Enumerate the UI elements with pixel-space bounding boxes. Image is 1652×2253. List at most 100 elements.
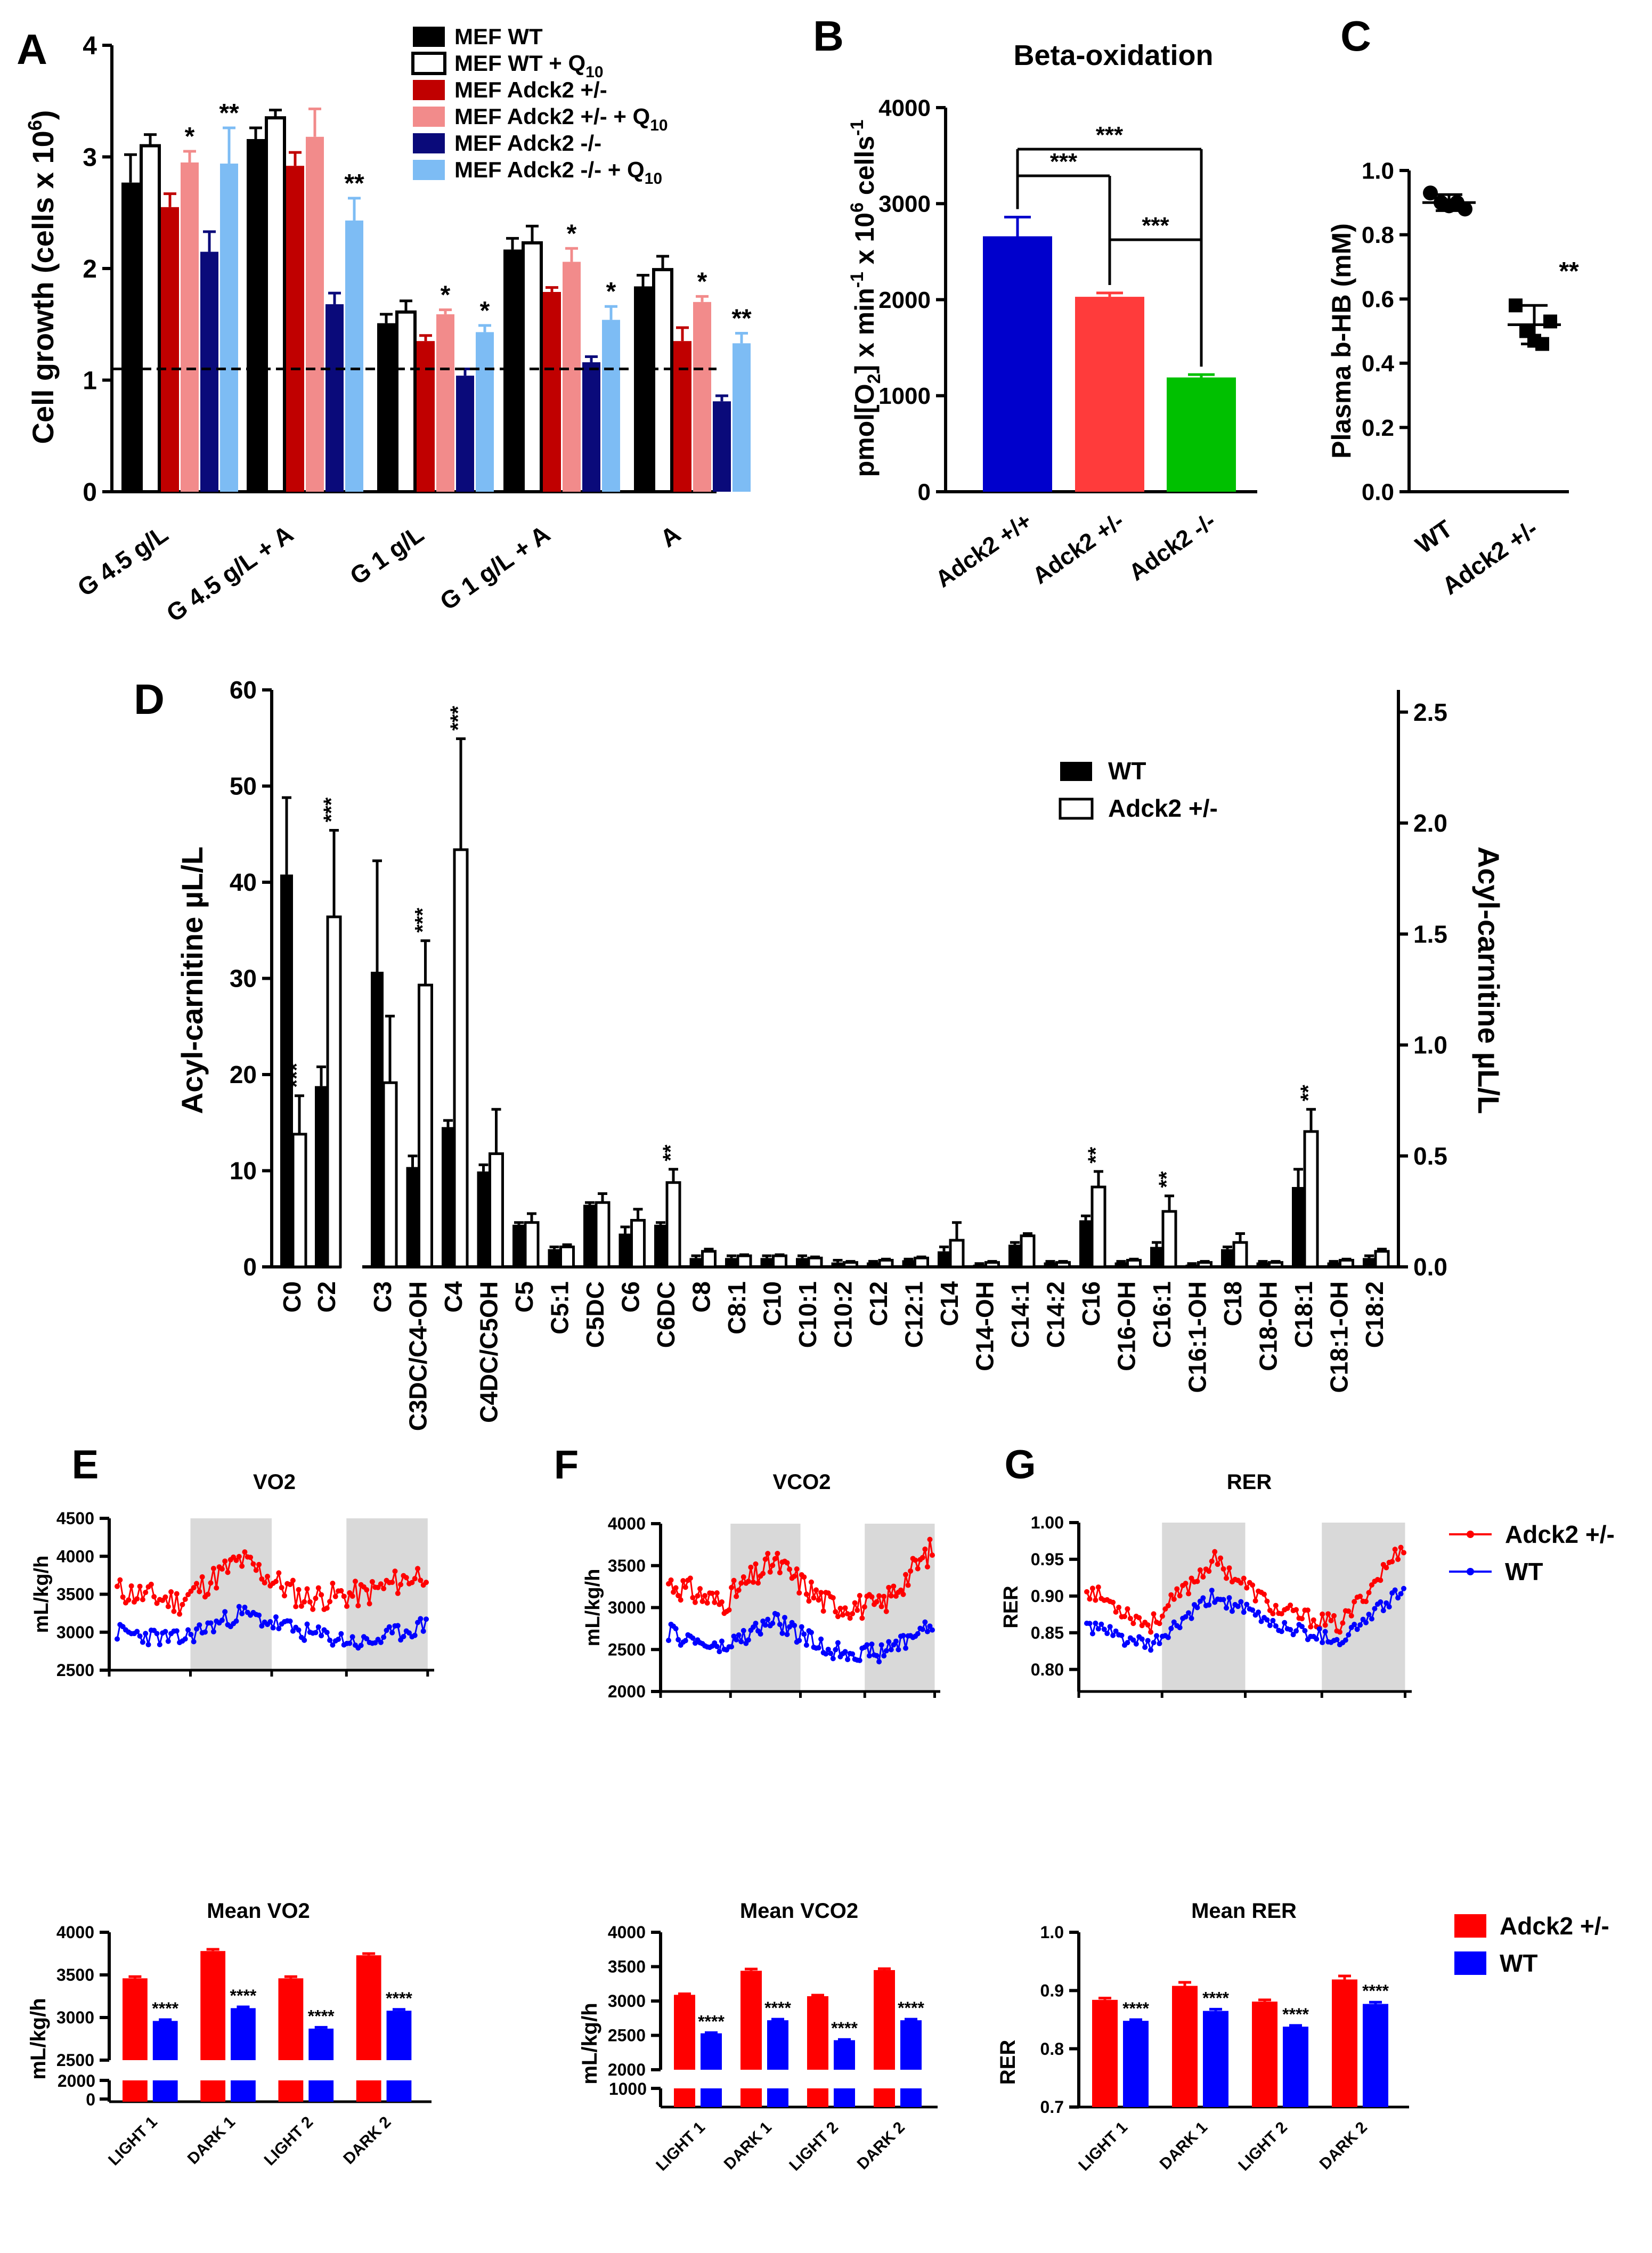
series-point — [1357, 1622, 1363, 1628]
series-point — [355, 1603, 361, 1608]
significance-stars: * — [697, 267, 707, 296]
y-tick-label: 2000 — [58, 2071, 95, 2091]
y-tick-label: 0.85 — [1031, 1623, 1064, 1642]
series-point — [740, 1574, 746, 1580]
series-point — [1288, 1626, 1293, 1632]
series-point — [816, 1597, 821, 1603]
series-point — [1258, 1618, 1264, 1624]
series-point — [922, 1546, 928, 1552]
series-point — [830, 1595, 836, 1601]
series-point — [673, 1585, 679, 1591]
significance-stars: * — [185, 123, 195, 151]
series-point — [1168, 1592, 1174, 1598]
bar — [247, 139, 265, 492]
series-point — [1244, 1601, 1250, 1607]
y-tick-label: 2500 — [56, 2051, 94, 2070]
x-tick-label: C14 — [935, 1281, 963, 1327]
bar — [476, 332, 494, 492]
y-tick-label: 1.0 — [1362, 158, 1394, 184]
series-point — [330, 1642, 336, 1648]
bar — [1055, 1261, 1071, 1268]
bar — [673, 341, 691, 492]
series-point — [847, 1615, 853, 1621]
series-point — [398, 1582, 404, 1588]
series-point — [1348, 1613, 1354, 1618]
series-point — [1357, 1593, 1363, 1599]
panel-C: C 0.0 0.2 0.4 0.6 0.8 1.0 Plasma b-HB (mM) WTAdc… — [1327, 12, 1579, 600]
y-tick-label: 0.6 — [1362, 287, 1394, 313]
significance-stars: ** — [1297, 1085, 1320, 1102]
series-point — [304, 1621, 310, 1627]
y-tick-label: 1.00 — [1031, 1513, 1064, 1532]
series-point — [1189, 1615, 1194, 1621]
series-point — [298, 1603, 304, 1609]
series-point — [1159, 1613, 1165, 1619]
x-tick-label: C8 — [688, 1281, 715, 1313]
series-point — [1151, 1611, 1157, 1617]
series-point — [1142, 1645, 1148, 1650]
bar — [356, 1955, 381, 2060]
series-point — [1186, 1591, 1192, 1597]
bar — [418, 983, 433, 1268]
series-point — [392, 1568, 398, 1574]
series-point — [1369, 1582, 1374, 1588]
series-point — [188, 1632, 194, 1638]
y-axis-label: RER — [996, 2040, 1020, 2085]
series-point — [381, 1634, 387, 1640]
bar — [1197, 1261, 1212, 1268]
x-tick-label: C5 — [510, 1281, 538, 1313]
series-point — [290, 1577, 296, 1583]
series-point — [680, 1578, 686, 1584]
series-point — [762, 1556, 768, 1562]
x-tick-label: DARK 1 — [1157, 2119, 1211, 2173]
series-point — [765, 1616, 771, 1622]
series-point — [250, 1561, 256, 1567]
series-point — [1311, 1617, 1316, 1623]
series-point — [799, 1624, 804, 1630]
series-point — [1174, 1586, 1180, 1592]
series-point — [695, 1593, 701, 1599]
series-point — [1401, 1550, 1406, 1556]
series-point — [1384, 1565, 1389, 1571]
series-point — [818, 1590, 824, 1596]
y-tick-label: 3500 — [56, 1585, 94, 1604]
y-tick-label: 1 — [83, 367, 97, 395]
series-point — [1226, 1595, 1232, 1601]
series-point — [1261, 1591, 1267, 1597]
series-point — [140, 1639, 145, 1645]
series-point — [745, 1579, 751, 1584]
series-point — [896, 1647, 901, 1653]
x-tick-label: C10:1 — [794, 1281, 821, 1348]
series-point — [900, 1591, 906, 1597]
series-point — [177, 1611, 183, 1617]
significance-stars: *** — [446, 706, 470, 731]
x-tick-label: C6 — [617, 1281, 645, 1313]
series-point — [859, 1615, 865, 1621]
bar — [1327, 1262, 1340, 1267]
series-point — [222, 1609, 228, 1615]
series-point — [1224, 1605, 1230, 1611]
significance-stars: ** — [1155, 1171, 1178, 1188]
series-point — [869, 1594, 875, 1600]
bar — [1232, 1241, 1248, 1268]
series-point — [338, 1631, 344, 1637]
series-point — [415, 1620, 421, 1625]
series-point — [825, 1646, 831, 1652]
series-point — [386, 1624, 392, 1630]
y-tick-label: 0.8 — [1040, 2039, 1064, 2059]
series-point — [1113, 1628, 1119, 1634]
y-axis-label: pmol[O2] x min-1 x 106 cells-1 — [847, 120, 884, 477]
series-point — [770, 1563, 776, 1568]
y-tick-label: 3500 — [608, 1957, 646, 1977]
y-tick-label: 40 — [230, 868, 257, 896]
bar — [740, 1971, 762, 2070]
series-point — [344, 1604, 350, 1609]
series-point — [1229, 1608, 1235, 1614]
bar — [371, 972, 384, 1267]
y-axis-label: mL/kg/h — [578, 2003, 601, 2084]
series-point — [913, 1557, 918, 1563]
series-point — [369, 1579, 375, 1584]
series-point — [219, 1566, 225, 1572]
bar-base — [807, 2088, 828, 2107]
panel-F2: Mean VCO2 2000 2500 3000 3500 4000 mL/kg/h 1000… — [578, 1899, 938, 2174]
